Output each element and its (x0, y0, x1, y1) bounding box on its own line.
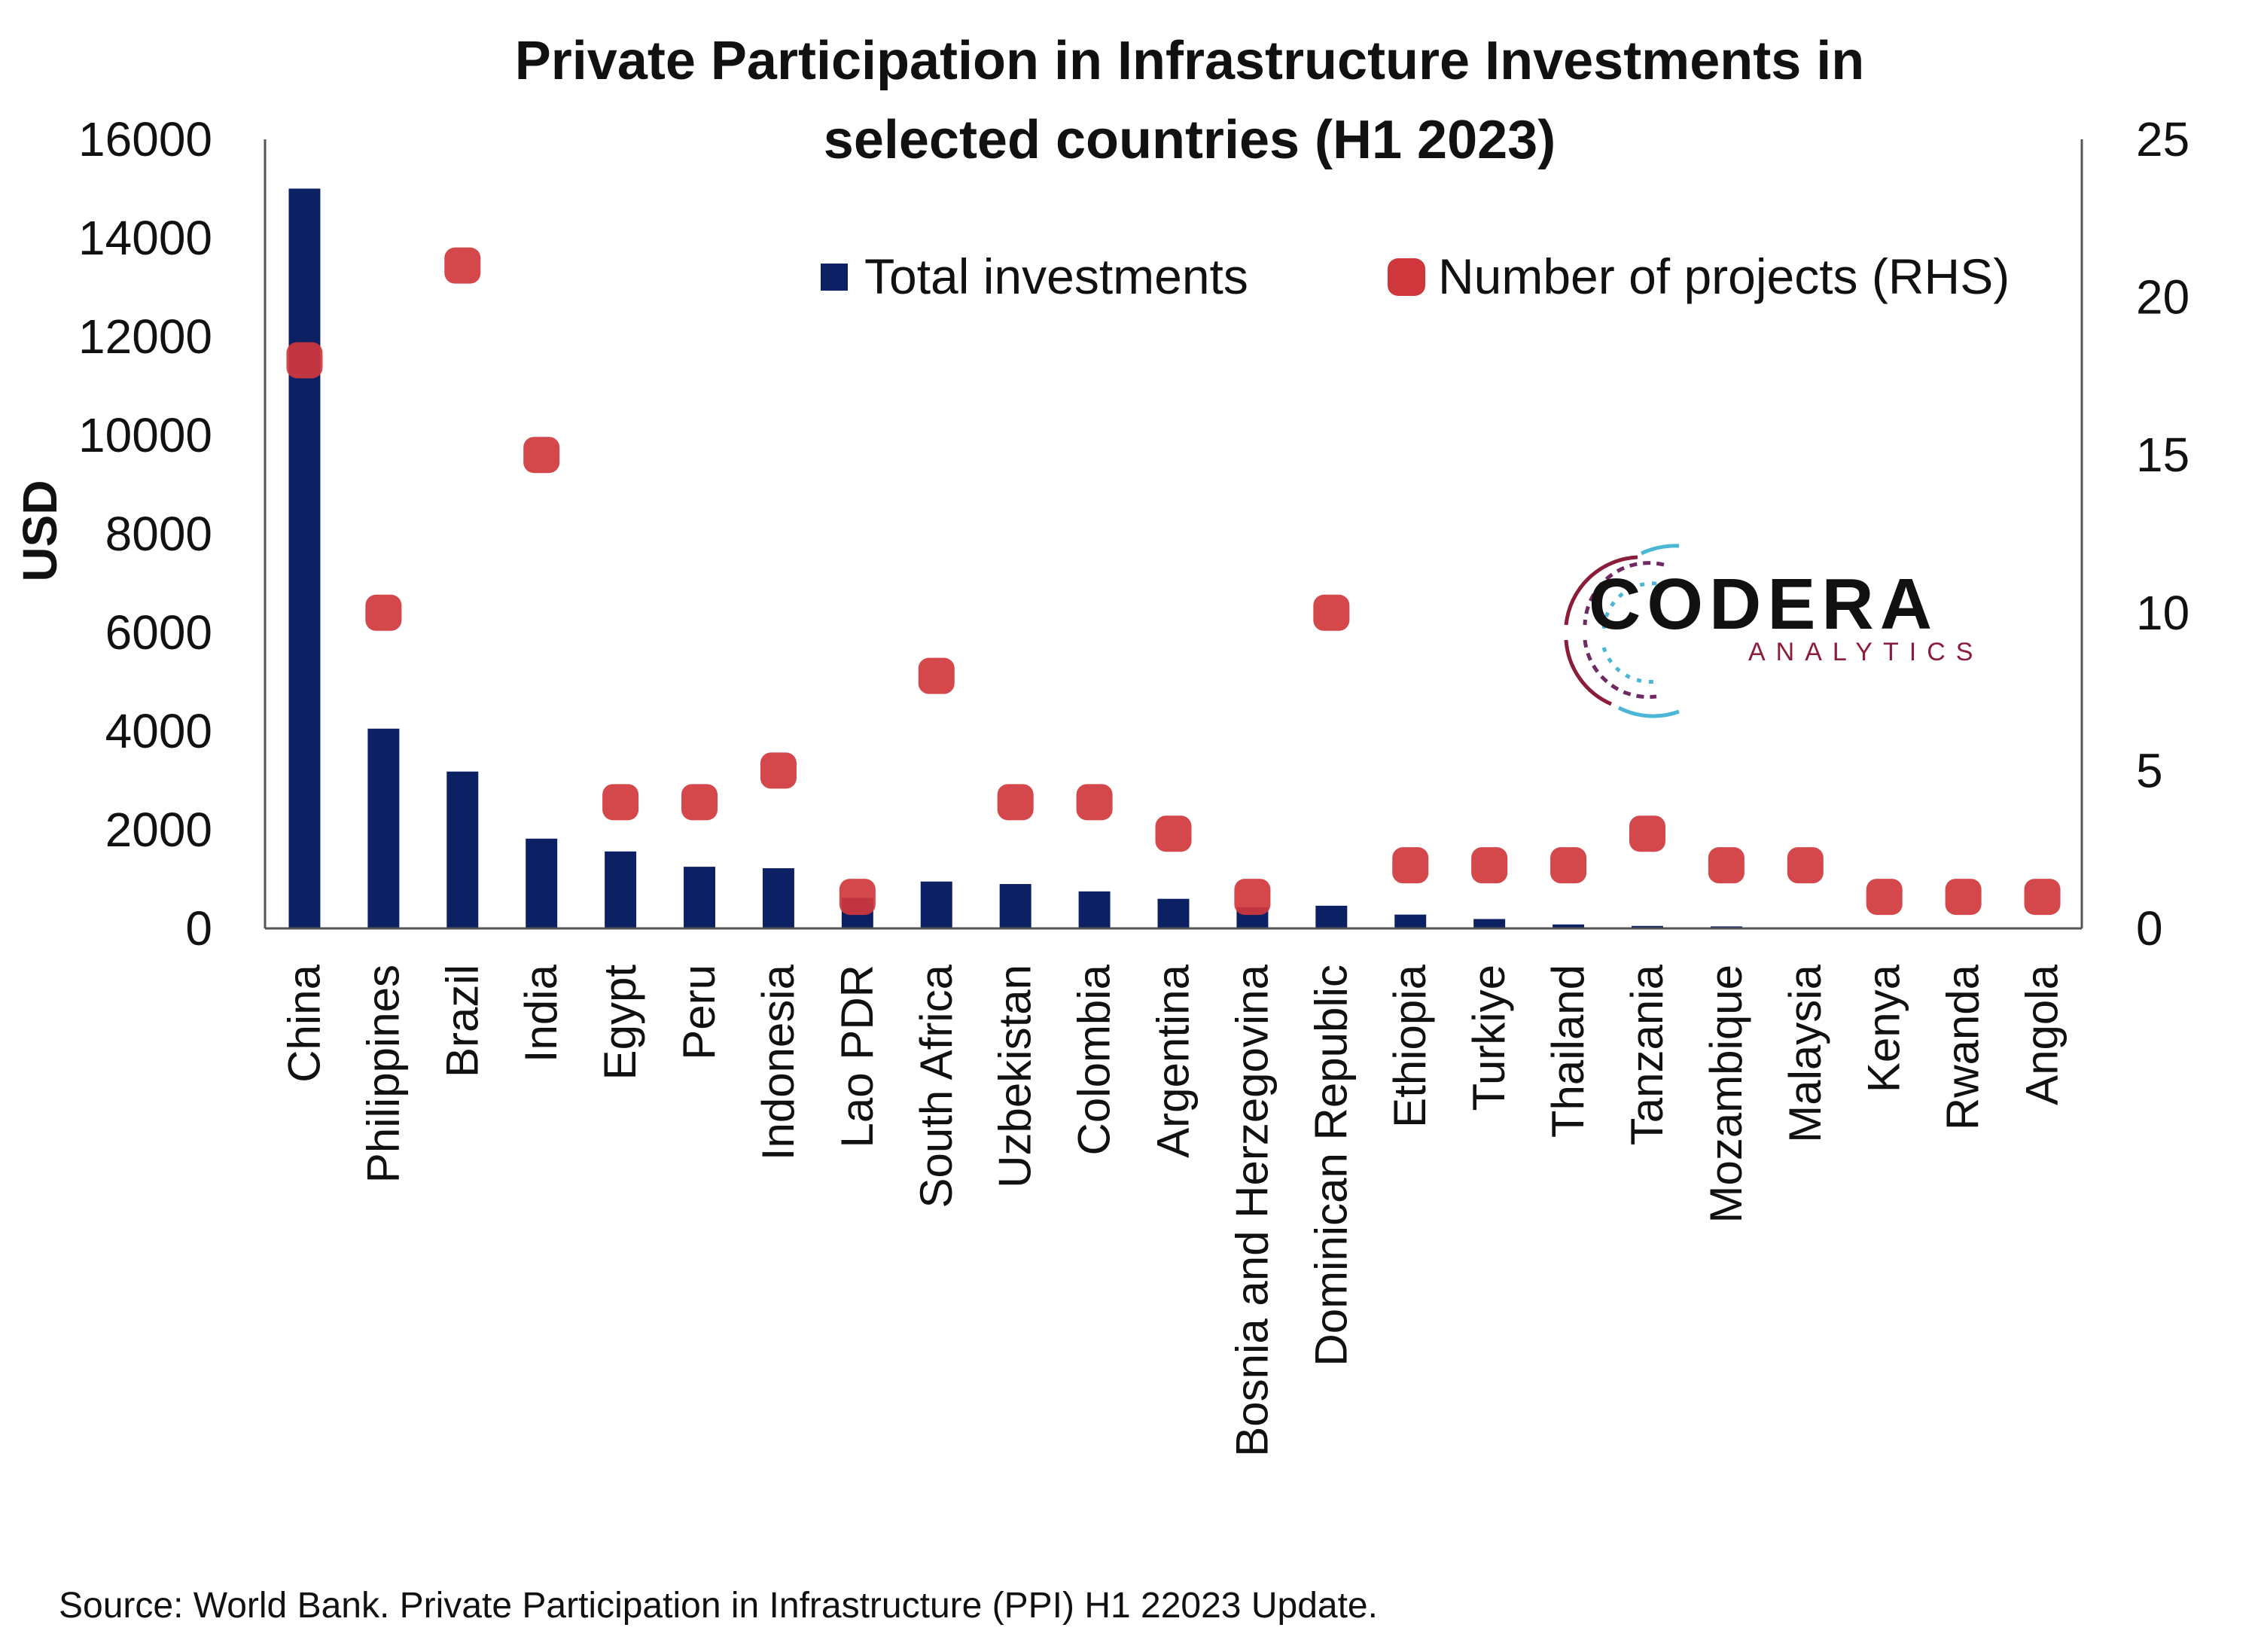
x-tick-label-argentina: Argentina (1148, 964, 1199, 1157)
bar-uzbekistan (999, 884, 1031, 928)
point-dominican-republic (1313, 594, 1350, 631)
x-tick-label-peru: Peru (674, 965, 724, 1060)
x-tick-label-philippines: Philippines (358, 965, 408, 1183)
x-tick-label-india: India (516, 964, 566, 1062)
bar-south-africa (920, 881, 952, 928)
bar-turkiye (1473, 919, 1506, 928)
bar-tanzania (1631, 925, 1663, 928)
bar-peru (684, 867, 716, 928)
y2-tick-label: 10 (2136, 586, 2189, 640)
bar-india (526, 838, 558, 928)
legend-swatch-number-of-projects (1388, 258, 1425, 296)
x-tick-label-thailand: Thailand (1543, 965, 1593, 1138)
bar-indonesia (762, 868, 794, 928)
chart-title-line2: selected countries (H1 2023) (824, 110, 1556, 170)
x-tick-label-indonesia: Indonesia (753, 964, 803, 1160)
bar-argentina (1157, 898, 1190, 928)
point-china (286, 342, 323, 379)
point-tanzania (1629, 815, 1665, 852)
y-tick-label: 8000 (105, 507, 212, 561)
y-tick-label: 10000 (78, 408, 212, 462)
bar-philippines (367, 728, 400, 928)
y-tick-label: 12000 (78, 309, 212, 364)
x-tick-label-turkiye: Turkiye (1464, 965, 1514, 1111)
legend-label-total-investments: Total investments (864, 248, 1248, 304)
x-tick-label-bosnia-and-herzegovina: Bosnia and Herzegovina (1226, 964, 1277, 1456)
logo-mark-icon (1564, 544, 1680, 718)
codera-analytics-logo: CODERA ANALYTICS (1564, 544, 1983, 718)
source-note: Source: World Bank. Private Participatio… (59, 1586, 1378, 1626)
y2-tick-label: 0 (2136, 901, 2163, 956)
y-tick-label: 2000 (105, 803, 212, 857)
point-peru (681, 784, 718, 821)
logo-name: CODERA (1589, 564, 1938, 645)
bar-thailand (1553, 924, 1585, 928)
y-tick-label: 16000 (78, 112, 212, 166)
x-tick-label-mozambique: Mozambique (1701, 965, 1751, 1224)
point-philippines (365, 594, 402, 631)
point-lao-pdr (839, 879, 876, 916)
point-egypt (602, 784, 639, 821)
y2-tick-label: 20 (2136, 270, 2189, 325)
point-colombia (1076, 784, 1113, 821)
point-uzbekistan (997, 784, 1034, 821)
y-tick-label: 6000 (105, 605, 212, 660)
point-argentina (1155, 815, 1192, 852)
point-india (523, 437, 560, 474)
y-tick-label: 4000 (105, 704, 212, 758)
x-tick-label-malaysia: Malaysia (1780, 964, 1830, 1142)
point-brazil (444, 247, 481, 284)
point-rwanda (1945, 879, 1982, 916)
x-tick-label-egypt: Egypt (595, 965, 645, 1081)
bar-china (288, 188, 321, 928)
bar-dominican-republic (1315, 905, 1348, 928)
x-tick-label-tanzania: Tanzania (1622, 964, 1672, 1145)
chart-title-line1: Private Participation in Infrastructure … (515, 31, 1864, 91)
x-tick-label-angola: Angola (2017, 964, 2068, 1105)
point-angola (2024, 879, 2061, 916)
point-kenya (1866, 879, 1903, 916)
x-tick-label-south-africa: South Africa (911, 964, 961, 1208)
bar-ethiopia (1394, 914, 1427, 928)
y-tick-label: 14000 (78, 211, 212, 265)
y2-tick-label: 25 (2136, 112, 2189, 166)
y-axis-label: USD (13, 480, 67, 581)
point-thailand (1550, 847, 1587, 884)
bar-colombia (1078, 891, 1111, 928)
x-tick-label-dominican-republic: Dominican Republic (1306, 965, 1356, 1367)
point-indonesia (760, 752, 797, 789)
point-mozambique (1708, 847, 1745, 884)
y2-tick-label: 15 (2136, 428, 2189, 482)
legend-swatch-total-investments (821, 264, 848, 291)
y-tick-label: 0 (185, 901, 212, 956)
x-tick-label-brazil: Brazil (437, 965, 487, 1077)
point-malaysia (1787, 847, 1824, 884)
x-tick-label-china: China (279, 964, 329, 1082)
y2-tick-label: 5 (2136, 743, 2163, 797)
x-tick-label-lao-pdr: Lao PDR (832, 965, 882, 1148)
bar-egypt (605, 851, 637, 928)
bar-brazil (446, 771, 479, 928)
logo-subtitle: ANALYTICS (1748, 638, 1983, 666)
point-south-africa (918, 657, 955, 694)
point-bosnia-and-herzegovina (1234, 879, 1271, 916)
x-tick-label-kenya: Kenya (1859, 964, 1909, 1093)
legend: Total investments Number of projects (RH… (821, 248, 2010, 304)
x-tick-label-colombia: Colombia (1069, 964, 1120, 1155)
point-ethiopia (1392, 847, 1429, 884)
x-tick-label-ethiopia: Ethiopia (1385, 964, 1435, 1127)
x-tick-label-rwanda: Rwanda (1938, 964, 1988, 1130)
x-tick-label-uzbekistan: Uzbekistan (990, 965, 1041, 1188)
point-turkiye (1471, 847, 1508, 884)
legend-label-number-of-projects: Number of projects (RHS) (1438, 248, 2010, 304)
